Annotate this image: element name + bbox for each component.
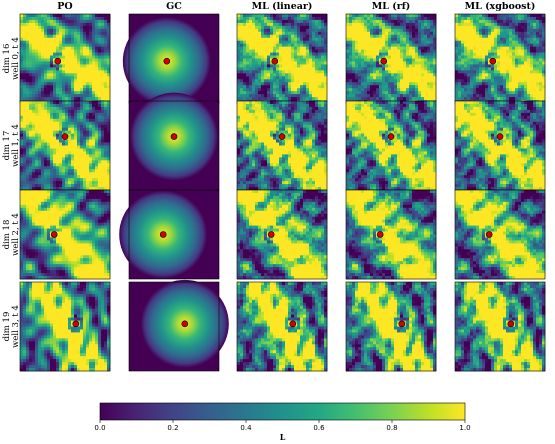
well-marker [267,231,275,238]
well-marker [289,320,297,328]
panel-grid [19,13,546,372]
colorbar-tick-label: 0.2 [167,424,178,432]
row-label-2: dim 18 well 2, t 4 [2,213,21,256]
heatmap-panel-r1-c1 [128,92,220,191]
heatmap-panel-r0-c3 [345,13,437,104]
column-titles: PO GC ML (linear) ML (rf) ML (xgboost) [57,1,535,12]
well-marker [376,231,384,238]
heatmap-panel-r3-c4 [454,281,546,372]
colorbar-tick-label: 0.6 [313,424,325,432]
heatmap-panel-r3-c1 [128,279,229,372]
heatmap-panel-r2-c3 [345,189,437,280]
heatmap-panel-r1-c4 [454,100,546,191]
heatmap-panel-r0-c4 [454,13,546,104]
row-label-line1: dim 17 [2,131,12,161]
row-label-0: dim 16 well 0, t 4 [2,37,21,80]
heatmap-panel-r2-c1 [119,189,220,280]
well-marker [170,133,178,140]
heatmap-panel-r0-c0 [19,13,111,104]
row-labels: dim 16 well 0, t 4 dim 17 well 1, t 4 dim 18… [2,37,21,348]
heatmap-panel-r1-c0 [19,100,111,191]
well-marker [50,231,58,238]
well-marker [278,133,286,140]
row-label-3: dim 19 well 3, t 4 [2,305,21,348]
row-label-1: dim 17 well 1, t 4 [2,124,21,167]
column-title-1: GC [166,1,182,12]
well-marker [61,133,69,140]
well-marker [163,57,171,65]
heatmap-panel-r0-c2 [236,13,328,104]
well-marker [181,320,189,328]
well-marker [271,57,279,65]
row-label-line1: dim 18 [2,220,12,250]
heatmap-panel-r2-c4 [454,189,546,280]
well-marker [485,231,493,238]
row-label-line2: well 0, t 4 [11,37,21,80]
colorbar-gradient [99,402,466,421]
colorbar-tick-label: 0.4 [240,424,252,432]
well-marker [72,320,80,328]
heatmap-panel-r1-c2 [236,100,328,191]
heatmap-panel-r2-c0 [19,189,111,280]
well-marker [398,320,406,328]
row-label-line1: dim 19 [2,312,12,342]
colorbar-tick-label: 1.0 [459,424,470,432]
heatmap-panel-r3-c2 [236,281,328,372]
well-marker [489,57,497,65]
heatmap-panel-r2-c2 [236,189,328,280]
row-label-line2: well 2, t 4 [11,213,21,256]
column-title-2: ML (linear) [252,1,313,12]
row-label-line2: well 1, t 4 [11,124,21,167]
column-title-4: ML (xgboost) [465,1,536,12]
row-label-line1: dim 16 [2,44,12,74]
row-label-line2: well 3, t 4 [11,305,21,348]
colorbar-label: L [280,432,286,442]
heatmap-panel-r3-c0 [19,281,111,372]
heatmap-panel-r3-c3 [345,281,437,372]
well-marker [380,57,388,65]
well-marker [496,133,504,140]
colorbar: 0.0 0.2 0.4 0.6 0.8 1.0 L [94,402,471,442]
well-marker [159,231,167,238]
well-marker [54,57,62,65]
colorbar-tick-label: 0.8 [386,424,397,432]
well-marker [387,133,395,140]
column-title-3: ML (rf) [372,1,411,12]
heatmap-panel-r0-c1 [122,13,220,106]
colorbar-tick-label: 0.0 [94,424,105,432]
heatmap-panel-r1-c3 [345,100,437,191]
well-marker [507,320,515,328]
column-title-0: PO [57,1,72,12]
